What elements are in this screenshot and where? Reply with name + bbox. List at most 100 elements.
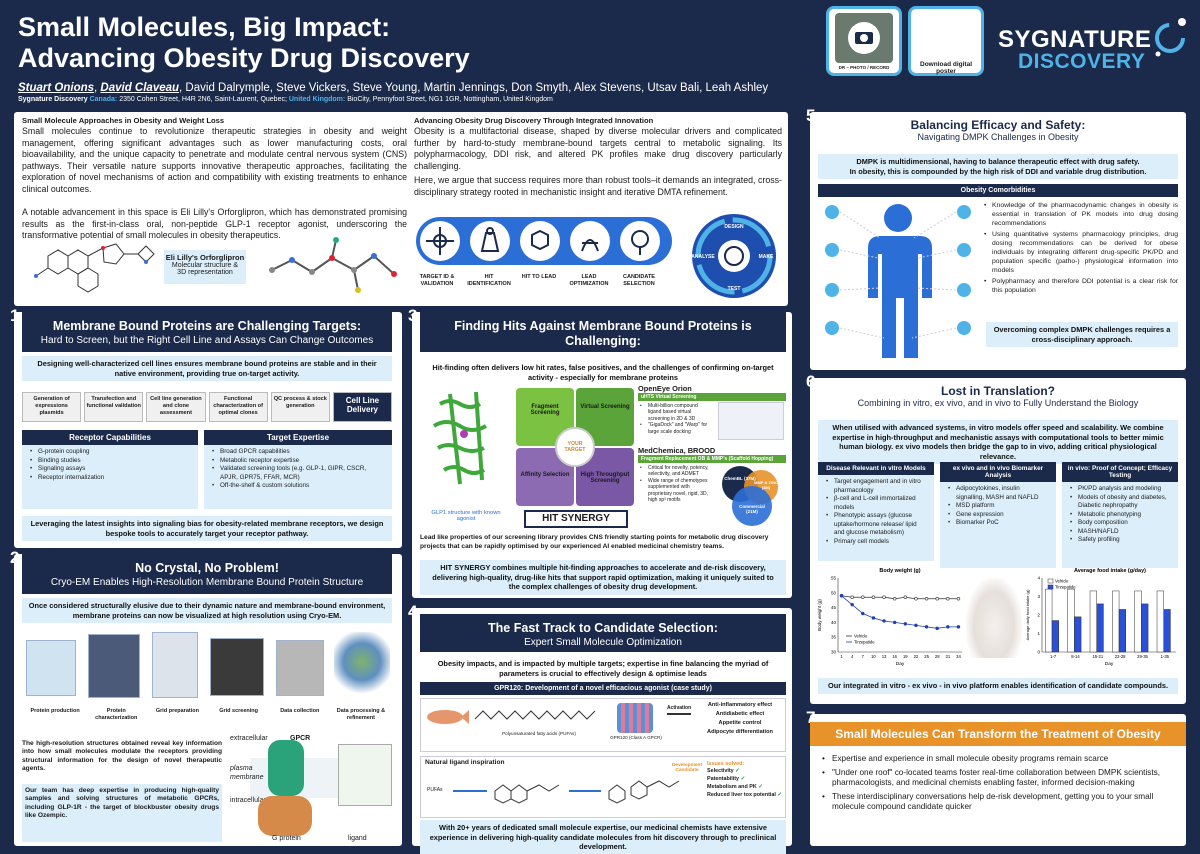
- bw-ytick: 40: [831, 620, 837, 625]
- s6-col2-item-1: Adipocytokines, insulin signalling, MASH…: [948, 485, 1048, 502]
- oe-item-2: "GigaDock" and "Warp" for large scale do…: [640, 422, 710, 435]
- mc-title: MedChemica, BROOD: [638, 446, 716, 455]
- activation-arrow: [667, 713, 691, 715]
- bw-legend-label: Tirzepatide: [854, 640, 875, 645]
- s6-col1-item-4: Primary cell models: [826, 538, 926, 547]
- s6-col2-item-4: Biomarker PoC: [948, 519, 1048, 528]
- s6-header: Lost in Translation? Combining in vitro,…: [818, 384, 1178, 408]
- s6-footer: Our integrated in vitro - ex vivo - in v…: [818, 678, 1178, 694]
- rc-item-3: Signaling assays: [30, 465, 190, 474]
- grid-preparation-image: [152, 632, 198, 698]
- gprotein-density: [258, 796, 312, 836]
- fi-ytick: 1: [1037, 631, 1040, 636]
- bw-ylabel: Body weight (g): [817, 599, 822, 631]
- s6-col3-item-1: PK/PD analysis and modeling: [1070, 485, 1170, 494]
- title-line-2: Advancing Obesity Drug Discovery: [18, 43, 470, 73]
- gpcr-density: [268, 740, 304, 796]
- s6-col3-item-6: Safety profiling: [1070, 536, 1170, 545]
- bw-line-0: [841, 595, 959, 600]
- s2-step-2: Protein characterization: [95, 708, 138, 721]
- pipe-label-4: LEAD OPTIMIZATION: [569, 274, 609, 287]
- hit-to-lead-icon: [520, 221, 560, 261]
- lbl-extracellular: extracellular: [230, 735, 268, 742]
- s4-header: The Fast Track to Candidate Selection: E…: [420, 614, 786, 652]
- orforglipron-3d-model: [269, 237, 397, 293]
- puzzle-center-label: YOUR TARGET: [564, 441, 586, 453]
- venn-label-2: Commercial (21M): [739, 504, 765, 514]
- author-rest: , David Dalrymple, Steve Vickers, Steve …: [179, 82, 769, 94]
- author-lead-2: David Claveau: [100, 82, 180, 94]
- data-collection-image: [276, 640, 324, 696]
- library-venn: ChemBL (37M) Commercial (21M) MMP & ZINC…: [722, 466, 784, 526]
- bw-xtick: 10: [871, 654, 876, 659]
- pipeline: TARGET ID & VALIDATION HIT IDENTIFICATIO…: [412, 212, 678, 302]
- body-comorbidities: [825, 204, 971, 358]
- pipe-label-1: TARGET ID & VALIDATION: [419, 274, 455, 287]
- affil-uk: BioCity, Pennyfoot Street, NG1 1GR, Nott…: [347, 96, 553, 103]
- intro-left-title: Small Molecule Approaches in Obesity and…: [22, 116, 225, 125]
- ligand-evolution: [453, 780, 680, 804]
- section-6: Lost in Translation? Combining in vitro,…: [810, 378, 1186, 704]
- photo-record-qr[interactable]: DR – PHOTO / RECORD: [826, 6, 902, 76]
- dmta-analyse: ANALYSE: [691, 254, 715, 260]
- check-icon: ✓: [740, 776, 746, 782]
- bw-point: [903, 622, 908, 626]
- lbl-gpcr: GPCR: [290, 735, 311, 742]
- intro-left-p2: A notable advancement in this space is E…: [22, 207, 407, 241]
- fi-bar: [1118, 609, 1127, 653]
- fi-bar: [1112, 590, 1120, 653]
- bw-xtick: 13: [882, 654, 887, 659]
- rc-title: Receptor Capabilities: [22, 430, 198, 445]
- gpr120-image: [617, 703, 653, 733]
- s7-bullet-3-text: These interdisciplinary conversations he…: [832, 791, 1154, 812]
- openeye-box: OpenEye Orion uHTS Virtual Screening Mul…: [638, 384, 786, 440]
- bw-point: [956, 597, 961, 601]
- camera-tile: [835, 13, 893, 63]
- bw-point: [850, 602, 854, 607]
- s6-col3-item-5: MASH/NAFLD: [1070, 528, 1170, 537]
- fi-legend-label: Vehicle: [1055, 579, 1069, 584]
- s6-col2-item-2: MSD platform: [948, 502, 1048, 511]
- bw-point: [882, 619, 886, 623]
- s1-footer: Leveraging the latest insights into sign…: [22, 516, 392, 541]
- bw-xtick: 28: [935, 654, 940, 659]
- s1-title: Membrane Bound Proteins are Challenging …: [52, 319, 362, 333]
- issue-1: Selectivity: [707, 768, 734, 774]
- s2-step-3: Grid preparation: [155, 708, 199, 714]
- s1-step-2: Transfection and functional validation: [84, 392, 144, 422]
- bw-ytick: 30: [831, 650, 837, 655]
- s1-step-6: Cell Line Delivery: [332, 392, 393, 422]
- glp1-caption: GLP1 structure with known agonist: [431, 510, 501, 522]
- fi-bar: [1163, 609, 1171, 653]
- issues-title: Issues solved:: [707, 761, 745, 767]
- bw-legend-label: Vehicle: [854, 634, 868, 639]
- s1-step-3: Cell line generation and clone assessmen…: [146, 392, 206, 422]
- s6-col1-item-2: β-cell and L-cell immortalized models: [826, 495, 926, 512]
- s6-col-3: in vivo: Proof of Concept; Efficacy Test…: [1062, 462, 1178, 568]
- s5-band: DMPK is multidimensional, having to bala…: [818, 154, 1178, 179]
- section-4: The Fast Track to Candidate Selection: E…: [412, 608, 792, 854]
- affiliations: Sygnature Discovery Canada: 2350 Cohen S…: [18, 96, 818, 103]
- gpr120-panel: Polyunsaturated fatty acids (PUFAs) GPR1…: [420, 698, 786, 752]
- protein-characterization-image: [88, 634, 140, 698]
- hit-synergy-label: HIT SYNERGY: [524, 510, 628, 528]
- pipe-label-3: HIT TO LEAD: [521, 274, 557, 280]
- bw-title: Body weight (g): [879, 568, 920, 574]
- section-7: Small Molecules Can Transform the Treatm…: [810, 714, 1186, 846]
- affil-canada: 2350 Cohen Street, H4R 2N6, Saint-Lauren…: [119, 96, 287, 103]
- poster-title: Small Molecules, Big Impact: Advancing O…: [18, 12, 808, 74]
- s4-title: The Fast Track to Candidate Selection:: [488, 621, 718, 635]
- s5-title: Balancing Efficacy and Safety:: [910, 118, 1086, 132]
- eli-sub2: 3D representation: [177, 269, 233, 276]
- bw-point: [850, 595, 854, 599]
- s5-footer: Overcoming complex DMPK challenges requi…: [986, 322, 1178, 347]
- receptor-capabilities: Receptor Capabilities G-protein coupling…: [22, 430, 198, 509]
- bw-point: [882, 595, 886, 599]
- fi-ytick: 4: [1037, 576, 1040, 581]
- mc-sub: Fragment Replacement OB & MMP's (Scaffol…: [638, 455, 786, 463]
- check-icon: ✓: [777, 792, 782, 798]
- pipe-label-2: HIT IDENTIFICATION: [467, 274, 511, 287]
- dmta-cycle: DESIGN MAKE TEST ANALYSE: [691, 214, 776, 298]
- bw-xtick: 22: [914, 654, 919, 659]
- download-poster-qr[interactable]: Download digital poster: [908, 6, 984, 76]
